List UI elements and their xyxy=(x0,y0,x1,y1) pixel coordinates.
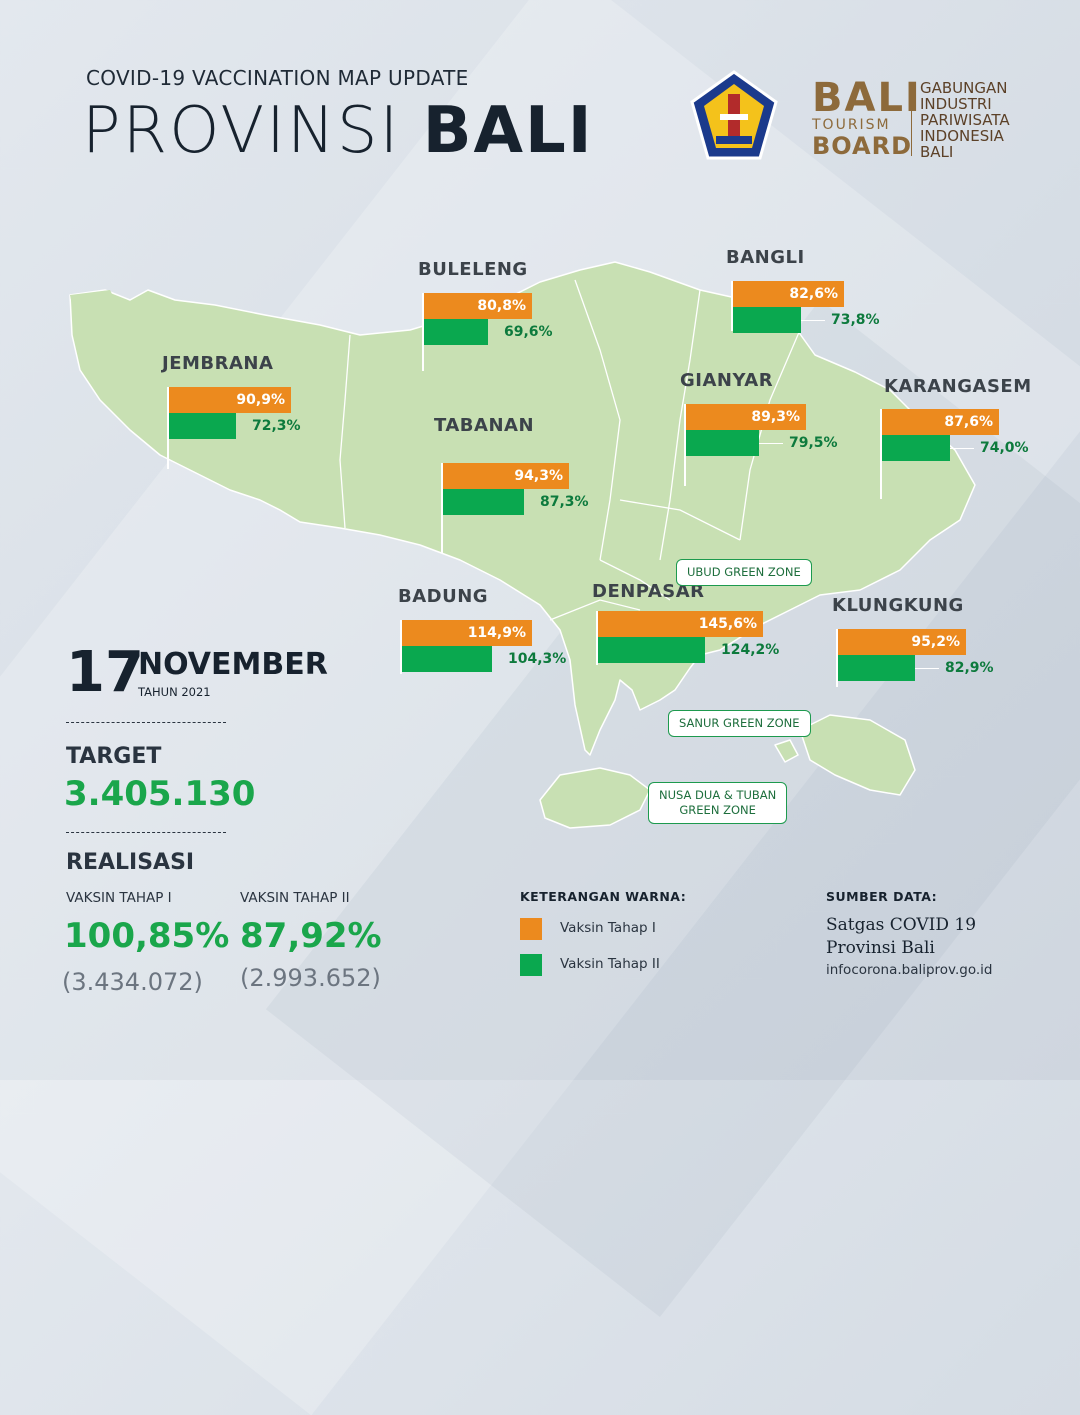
region-pole-karangasem xyxy=(880,409,882,499)
page-title: PROVINSI BALI xyxy=(82,96,594,166)
nusadua-green-zone-callout: NUSA DUA & TUBAN GREEN ZONE xyxy=(648,782,788,824)
tahap2-count: (2.993.652) xyxy=(240,964,381,992)
label-tahap1-tabanan: 94,3% xyxy=(514,468,563,484)
target-value: 3.405.130 xyxy=(64,774,256,814)
region-pole-tabanan xyxy=(441,463,443,553)
leader-line-klungkung xyxy=(915,668,939,669)
bar-tahap1-badung xyxy=(402,620,532,646)
realisasi-label: REALISASI xyxy=(66,850,195,875)
bar-tahap2-jembrana xyxy=(169,413,236,439)
source-line2: Provinsi Bali xyxy=(826,938,935,958)
bar-tahap2-bangli xyxy=(733,307,801,333)
gipi-logo-text: GABUNGAN INDUSTRI PARIWISATA INDONESIA B… xyxy=(920,79,1010,161)
legend-title: KETERANGAN WARNA: xyxy=(520,889,687,904)
region-pole-gianyar xyxy=(684,404,686,486)
leader-line-bangli xyxy=(801,320,825,321)
leader-line-gianyar xyxy=(759,443,783,444)
source-url: infocorona.baliprov.go.id xyxy=(826,962,993,978)
tahap1-label: VAKSIN TAHAP I xyxy=(66,890,172,906)
label-tahap1-klungkung: 95,2% xyxy=(911,634,960,650)
legend-label-tahap2: Vaksin Tahap II xyxy=(560,956,660,972)
bar-tahap1-klungkung xyxy=(838,629,966,655)
bar-tahap1-bangli xyxy=(733,281,844,307)
bar-tahap2-badung xyxy=(402,646,492,672)
title-light: PROVINSI xyxy=(82,94,423,168)
bali-province-emblem xyxy=(690,70,778,160)
bar-tahap2-denpasar xyxy=(598,637,705,663)
btb-logo-board: BOARD xyxy=(812,132,913,160)
date-year: TAHUN 2021 xyxy=(138,685,211,699)
region-pole-jembrana xyxy=(167,387,169,469)
btb-logo-bali: BALI xyxy=(812,75,922,121)
divider xyxy=(66,832,226,833)
label-tahap2-klungkung: 82,9% xyxy=(945,660,994,676)
nusa-lembongan-island xyxy=(774,739,799,763)
label-tahap1-bangli: 82,6% xyxy=(789,286,838,302)
bar-tahap2-tabanan xyxy=(443,489,524,515)
region-borders xyxy=(339,279,801,621)
legend-swatch-tahap2 xyxy=(520,954,542,976)
date-month: NOVEMBER xyxy=(138,647,328,682)
bar-tahap2-klungkung xyxy=(838,655,915,681)
region-label-badung: BADUNG xyxy=(398,586,489,607)
label-tahap1-jembrana: 90,9% xyxy=(236,392,285,408)
label-tahap2-jembrana: 72,3% xyxy=(252,418,301,434)
label-tahap1-badung: 114,9% xyxy=(467,625,526,641)
label-tahap2-buleleng: 69,6% xyxy=(504,324,553,340)
map-subtitle: COVID-19 VACCINATION MAP UPDATE xyxy=(86,66,469,90)
label-tahap2-tabanan: 87,3% xyxy=(540,494,589,510)
region-label-jembrana: JEMBRANA xyxy=(162,353,274,374)
source-title: SUMBER DATA: xyxy=(826,889,938,904)
divider xyxy=(66,722,226,723)
region-pole-buleleng xyxy=(422,293,424,371)
nusa-penida-island xyxy=(799,714,916,796)
label-tahap1-gianyar: 89,3% xyxy=(751,409,800,425)
legend-label-tahap1: Vaksin Tahap I xyxy=(560,920,656,936)
btb-logo-tourism: TOURISM xyxy=(812,117,891,133)
region-label-klungkung: KLUNGKUNG xyxy=(832,595,964,616)
region-pole-bangli xyxy=(731,281,733,331)
label-tahap1-denpasar: 145,6% xyxy=(698,616,757,632)
target-label: TARGET xyxy=(66,744,162,769)
source-line1: Satgas COVID 19 xyxy=(826,915,977,935)
tahap1-count: (3.434.072) xyxy=(62,968,203,996)
bar-tahap1-tabanan xyxy=(443,463,569,489)
bar-tahap2-gianyar xyxy=(686,430,759,456)
bar-tahap1-karangasem xyxy=(882,409,999,435)
tahap1-percent: 100,85% xyxy=(64,916,230,956)
bar-tahap2-karangasem xyxy=(882,435,950,461)
bar-tahap2-buleleng xyxy=(424,319,488,345)
label-tahap1-buleleng: 80,8% xyxy=(477,298,526,314)
bar-tahap1-jembrana xyxy=(169,387,291,413)
region-label-buleleng: BULELENG xyxy=(418,259,528,280)
bar-tahap1-gianyar xyxy=(686,404,806,430)
label-tahap2-denpasar: 124,2% xyxy=(721,642,780,658)
bar-tahap1-buleleng xyxy=(424,293,532,319)
region-label-bangli: BANGLI xyxy=(726,247,805,268)
region-pole-badung xyxy=(400,620,402,674)
region-pole-klungkung xyxy=(836,629,838,687)
logo-divider xyxy=(911,82,912,156)
title-bold: BALI xyxy=(422,94,594,168)
label-tahap2-bangli: 73,8% xyxy=(831,312,880,328)
legend-swatch-tahap1 xyxy=(520,918,542,940)
tahap2-percent: 87,92% xyxy=(240,916,382,956)
label-tahap2-badung: 104,3% xyxy=(508,651,567,667)
region-label-gianyar: GIANYAR xyxy=(680,370,774,391)
region-label-karangasem: KARANGASEM xyxy=(884,376,1032,397)
region-label-denpasar: DENPASAR xyxy=(592,581,705,602)
label-tahap1-karangasem: 87,6% xyxy=(944,414,993,430)
bar-tahap1-denpasar xyxy=(598,611,763,637)
sanur-green-zone-callout: SANUR GREEN ZONE xyxy=(668,710,811,737)
date-day: 17 xyxy=(66,640,144,705)
tahap2-label: VAKSIN TAHAP II xyxy=(240,890,350,906)
label-tahap2-karangasem: 74,0% xyxy=(980,440,1029,456)
label-tahap2-gianyar: 79,5% xyxy=(789,435,838,451)
region-label-tabanan: TABANAN xyxy=(434,415,535,436)
bukit-peninsula xyxy=(539,767,651,829)
ubud-green-zone-callout: UBUD GREEN ZONE xyxy=(676,559,812,586)
region-pole-denpasar xyxy=(596,611,598,665)
leader-line-karangasem xyxy=(950,448,974,449)
